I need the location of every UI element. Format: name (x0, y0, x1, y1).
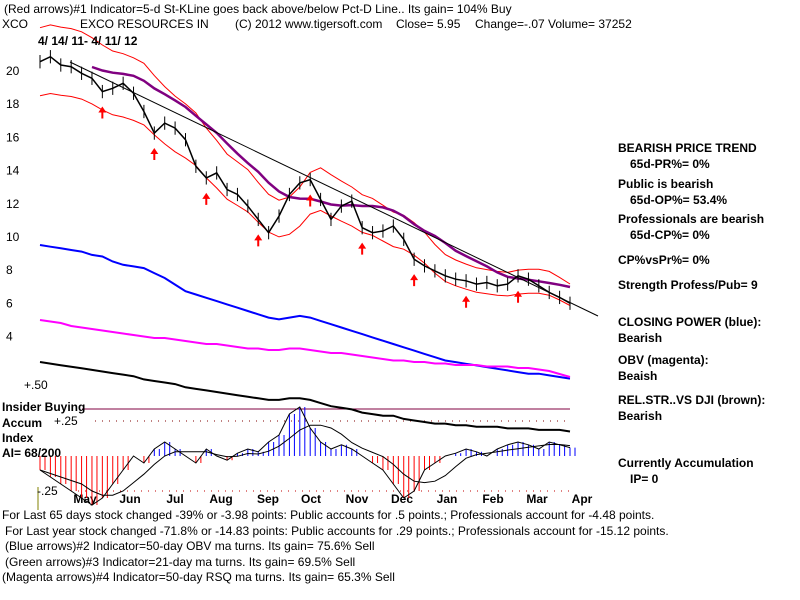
accum-label: Accum (2, 416, 43, 430)
obv-line (39, 319, 571, 378)
right-panel-label: REL.STR..VS DJI (brown): (618, 393, 766, 407)
ma50-line (91, 65, 571, 289)
buy-arrow-icon (150, 148, 159, 161)
right-panel-label: Public is bearish (618, 177, 714, 191)
price-line (39, 55, 571, 304)
right-panel-value: Bearish (618, 409, 663, 423)
y-tick-label: 4 (6, 330, 13, 344)
x-tick-label: May (73, 492, 97, 506)
rel-strength-line (39, 361, 571, 433)
right-panel-value: Beaish (618, 369, 658, 383)
y-tick-label: 12 (6, 197, 20, 211)
y-tick-label: 8 (6, 263, 13, 277)
closing-power-line (39, 244, 571, 380)
footer-magenta-arrows: (Magenta arrows)#4 Indicator=50-day RSQ … (2, 570, 395, 584)
right-panel-value: 65d-PR%= 0% (630, 157, 710, 171)
x-tick-label: Oct (301, 492, 321, 506)
footer-year: For Last year stock changed -71.8% or -1… (5, 524, 669, 538)
buy-arrow-icon (306, 194, 315, 207)
right-panel-value: 65d-CP%= 0% (630, 228, 710, 242)
x-tick-label: Nov (346, 492, 369, 506)
indicator-1-text: (Red arrows)#1 Indicator=5-d St-KLine go… (4, 2, 512, 16)
right-panel-label: OBV (magenta): (618, 353, 709, 367)
y-tick-label: 20 (6, 64, 20, 78)
right-panel-label: BEARISH PRICE TREND (618, 141, 757, 155)
axis-label-minus25: -.25 (37, 484, 58, 498)
footer-blue-arrows: (Blue arrows)#2 Indicator=50-day OBV ma … (5, 539, 375, 553)
change-value: Change=-.07 (475, 17, 545, 31)
right-panel-value: Bearish (618, 331, 663, 345)
buy-arrow-icon (202, 192, 211, 205)
x-tick-label: Aug (209, 492, 232, 506)
y-tick-label: 16 (6, 130, 20, 144)
ai-value: AI= 68/200 (2, 446, 62, 460)
axis-label-plus50: +.50 (24, 378, 48, 392)
x-tick-label: Jul (166, 492, 183, 506)
company-name: EXCO RESOURCES IN (80, 17, 209, 31)
x-tick-label: Jan (437, 492, 458, 506)
x-tick-label: Feb (482, 492, 503, 506)
symbol: XCO (2, 17, 29, 31)
axis-label-plus25: +.25 (54, 414, 78, 428)
upper-band-line (39, 24, 571, 285)
buy-arrow-icon (514, 290, 523, 303)
right-panel-value: 65d-OP%= 53.4% (630, 193, 728, 207)
right-panel-label: CP%vsPr%= 0% (618, 253, 710, 267)
buy-arrow-icon (462, 295, 471, 308)
right-panel-label: CLOSING POWER (blue): (618, 315, 762, 329)
x-tick-label: Mar (526, 492, 548, 506)
insider-buying-label: Insider Buying (2, 400, 86, 414)
buy-arrow-icon (358, 242, 367, 255)
copyright: (C) 2012 www.tigersoft.com (235, 17, 383, 31)
buy-arrow-icon (410, 274, 419, 287)
y-tick-label: 14 (6, 164, 20, 178)
trend-line (69, 61, 599, 317)
close-value: Close= 5.95 (396, 17, 461, 31)
x-tick-label: Apr (572, 492, 593, 506)
lower-band-line (39, 92, 571, 306)
x-tick-label: Sep (257, 492, 279, 506)
date-range: 4/ 14/ 11- 4/ 11/ 12 (38, 34, 138, 48)
buy-arrow-icon (254, 234, 263, 247)
right-panel-label: Strength Profess/Pub= 9 (618, 278, 758, 292)
volume-value: Volume= 37252 (548, 17, 632, 31)
footer-green-arrows: (Green arrows)#3 Indicator=21-day ma tur… (5, 555, 356, 569)
y-tick-label: 18 (6, 97, 20, 111)
right-panel-value: IP= 0 (630, 472, 659, 486)
index-label: Index (2, 431, 34, 445)
accum-ma-line (39, 424, 571, 496)
y-tick-label: 10 (6, 230, 20, 244)
footer-65day: For Last 65 days stock changed -39% or -… (2, 508, 655, 522)
right-panel-label: Professionals are bearish (618, 212, 765, 226)
x-tick-label: Jun (119, 492, 140, 506)
y-tick-label: 6 (6, 296, 13, 310)
buy-arrow-icon (98, 106, 107, 119)
right-panel-label: Currently Accumulation (618, 456, 754, 470)
